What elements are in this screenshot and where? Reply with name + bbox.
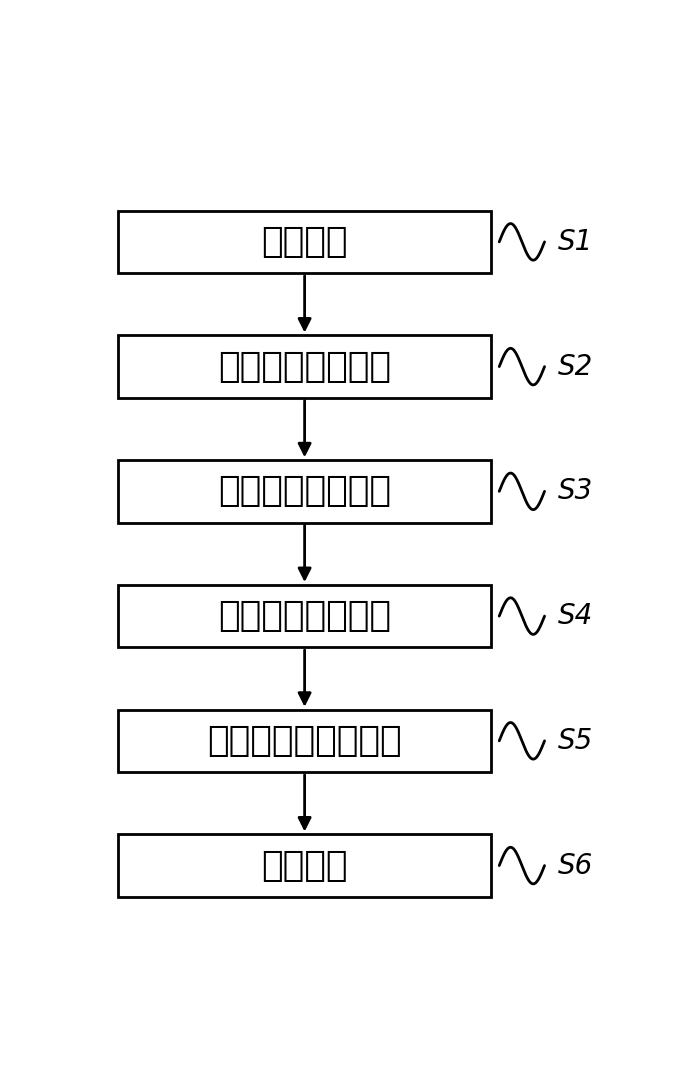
Text: S1: S1: [558, 228, 593, 256]
Bar: [118, 585, 491, 647]
Bar: [118, 710, 491, 772]
Bar: [118, 460, 491, 523]
Text: 初步视点位置估计: 初步视点位置估计: [218, 599, 391, 633]
Text: S4: S4: [558, 602, 593, 630]
Text: 活体判断: 活体判断: [261, 849, 348, 882]
Bar: [118, 835, 491, 896]
Bar: [118, 211, 491, 273]
Text: S2: S2: [558, 352, 593, 380]
Text: 待测视线特征提取: 待测视线特征提取: [218, 474, 391, 509]
Text: S6: S6: [558, 851, 593, 879]
Text: 身份认证: 身份认证: [261, 225, 348, 259]
Text: S5: S5: [558, 727, 593, 755]
Text: S3: S3: [558, 477, 593, 505]
Bar: [118, 336, 491, 397]
Text: 训练视线特征提取: 训练视线特征提取: [218, 350, 391, 383]
Text: 增量的视点位置估计: 增量的视点位置估计: [207, 724, 402, 758]
